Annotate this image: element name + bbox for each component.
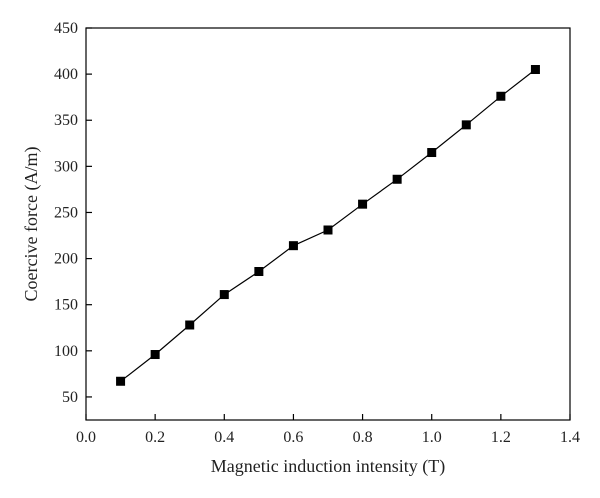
y-tick-label: 300 bbox=[54, 158, 78, 175]
data-points bbox=[116, 65, 540, 386]
data-point-marker bbox=[358, 199, 368, 209]
data-point-marker bbox=[461, 120, 471, 130]
y-tick-label: 50 bbox=[62, 389, 78, 406]
x-tick-label: 0.0 bbox=[76, 429, 96, 446]
data-point-marker bbox=[185, 320, 195, 330]
y-tick-label: 450 bbox=[54, 20, 78, 37]
y-tick-label: 250 bbox=[54, 204, 78, 221]
x-axis-title: Magnetic induction intensity (T) bbox=[211, 456, 445, 477]
y-tick-label: 100 bbox=[54, 343, 78, 360]
plot-frame bbox=[85, 27, 571, 421]
data-point-marker bbox=[288, 241, 298, 251]
y-tick-label: 350 bbox=[54, 112, 78, 129]
data-point-marker bbox=[530, 65, 540, 75]
data-point-marker bbox=[116, 376, 126, 386]
y-axis-title: Coercive force (A/m) bbox=[21, 147, 42, 302]
x-tick-label: 0.4 bbox=[214, 429, 234, 446]
data-point-marker bbox=[323, 225, 333, 235]
y-tick-label: 200 bbox=[54, 251, 78, 268]
data-point-marker bbox=[427, 148, 437, 158]
y-tick-label: 400 bbox=[54, 66, 78, 83]
x-tick-label: 0.2 bbox=[145, 429, 165, 446]
data-point-marker bbox=[254, 267, 264, 277]
x-tick-label: 0.6 bbox=[283, 429, 303, 446]
data-point-marker bbox=[496, 91, 506, 101]
data-point-marker bbox=[392, 174, 402, 184]
y-axis-ticks: 50 100 150 200 250 300 350 400 450 bbox=[54, 20, 92, 406]
x-tick-label: 1.2 bbox=[491, 429, 511, 446]
x-tick-label: 0.8 bbox=[353, 429, 373, 446]
x-axis-ticks: 0.0 0.2 0.4 0.6 0.8 1.0 1.2 1.4 bbox=[76, 414, 580, 446]
data-point-marker bbox=[150, 350, 160, 360]
x-tick-label: 1.0 bbox=[422, 429, 442, 446]
y-tick-label: 150 bbox=[54, 297, 78, 314]
series-line bbox=[120, 69, 536, 382]
x-tick-label: 1.4 bbox=[560, 429, 580, 446]
data-point-marker bbox=[219, 290, 229, 300]
